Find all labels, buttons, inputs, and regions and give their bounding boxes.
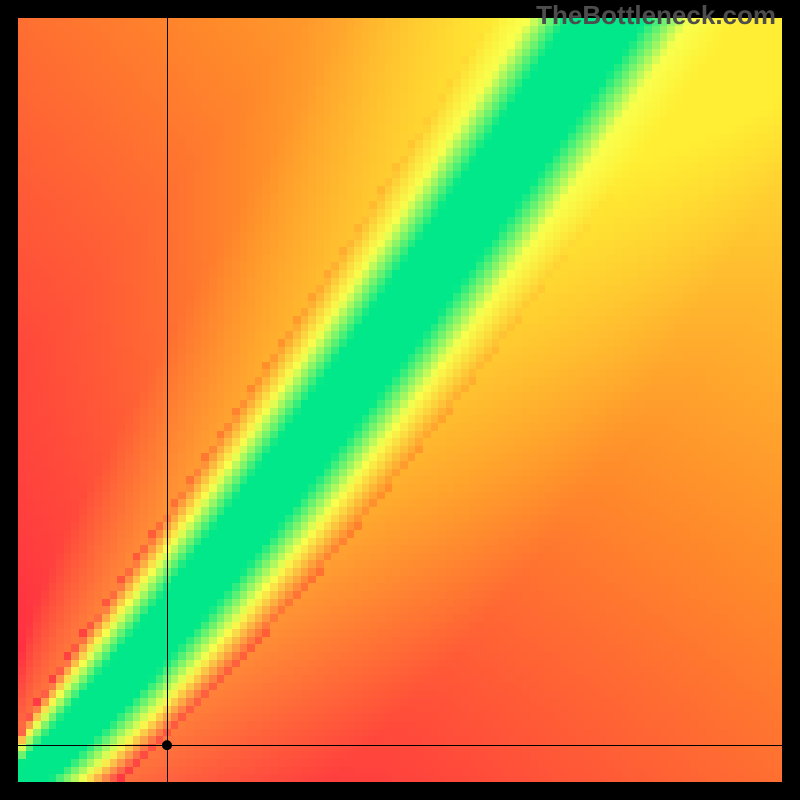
chart-container: { "chart": { "type": "heatmap", "width_p… <box>0 0 800 800</box>
bottleneck-heatmap <box>0 0 800 800</box>
